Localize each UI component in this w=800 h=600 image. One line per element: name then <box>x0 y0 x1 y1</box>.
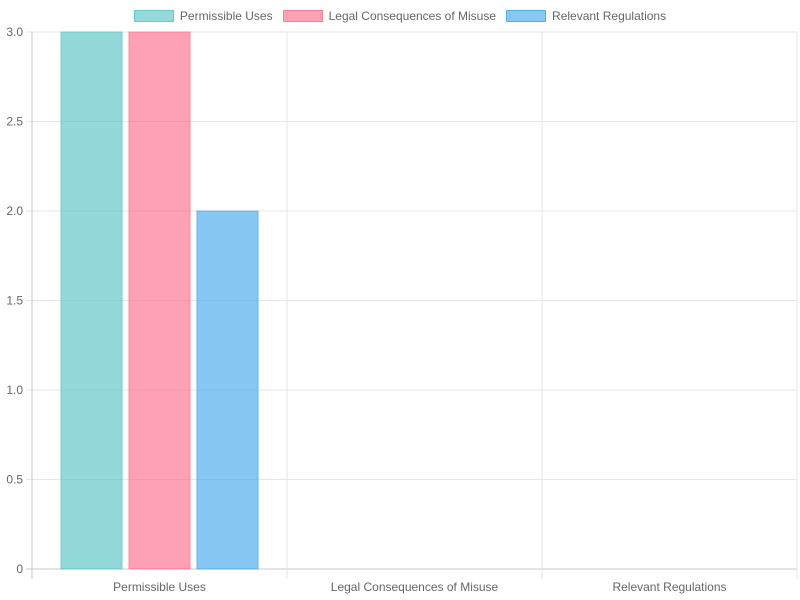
y-tick-label: 0.5 <box>6 473 23 487</box>
legend-item-legal-consequences[interactable]: Legal Consequences of Misuse <box>282 9 497 23</box>
legend-label-legal-consequences: Legal Consequences of Misuse <box>328 9 497 23</box>
bar-3-1 <box>196 210 259 570</box>
legend-swatch-legal-consequences <box>282 10 323 22</box>
y-tick-label: 1.5 <box>6 294 23 308</box>
legend-label-permissible-uses: Permissible Uses <box>179 9 273 23</box>
legend-item-relevant-regulations[interactable]: Relevant Regulations <box>506 9 666 23</box>
y-tick-label: 2.5 <box>6 115 23 129</box>
x-tick-label: Permissible Uses <box>113 580 206 594</box>
y-tick-label: 3.0 <box>6 25 23 39</box>
legend-item-permissible-uses[interactable]: Permissible Uses <box>133 9 273 23</box>
y-tick-label: 0 <box>16 562 23 576</box>
bar-1-1 <box>60 31 123 570</box>
chart-legend: Permissible Uses Legal Consequences of M… <box>0 6 800 26</box>
x-tick-label: Legal Consequences of Misuse <box>331 580 499 594</box>
x-tick-label: Relevant Regulations <box>612 580 726 594</box>
y-tick-label: 1.0 <box>6 383 23 397</box>
legend-swatch-permissible-uses <box>133 10 174 22</box>
legend-label-relevant-regulations: Relevant Regulations <box>552 9 667 23</box>
legend-swatch-relevant-regulations <box>506 10 547 22</box>
bar-2-1 <box>128 31 191 570</box>
y-tick-label: 2.0 <box>6 204 23 218</box>
